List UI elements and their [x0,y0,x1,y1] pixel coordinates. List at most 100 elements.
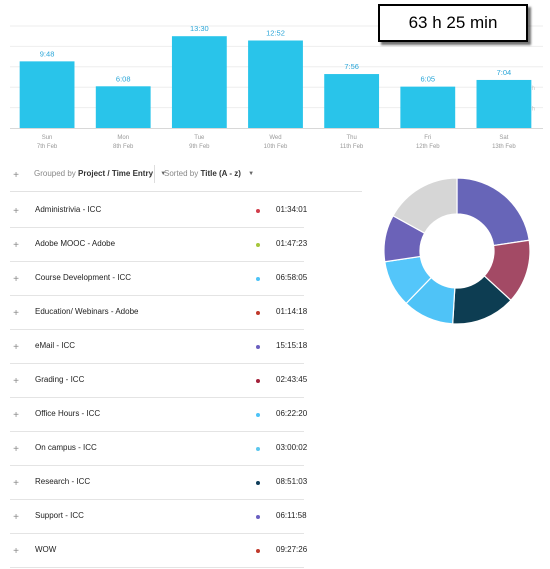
project-duration: 01:34:01 [276,205,308,214]
project-duration: 08:51:03 [276,477,308,486]
x-tick-date: 7th Feb [37,144,58,150]
x-tick-date: 9th Feb [189,144,210,150]
row-divider [10,397,304,398]
expand-row-icon[interactable]: + [13,273,19,285]
project-donut-chart [383,177,531,325]
project-row[interactable]: + Administrivia - ICC 01:34:01 [0,194,310,228]
donut-slice-6[interactable] [392,177,458,234]
project-title: Support - ICC [35,511,84,520]
expand-row-icon[interactable]: + [13,443,19,455]
project-duration: 06:11:58 [276,511,307,520]
expand-row-icon[interactable]: + [13,409,19,421]
project-color-dot [256,481,260,485]
x-tick-day: Mon [117,135,129,141]
bar-tue[interactable] [171,36,227,129]
project-title: On campus - ICC [35,443,97,452]
bar-value-label: 9:48 [40,49,55,58]
expand-row-icon[interactable]: + [13,239,19,251]
project-color-dot [256,243,260,247]
bar-wed[interactable] [248,40,303,129]
x-tick-day: Fri [424,135,431,141]
toolbar-divider [154,165,155,183]
project-color-dot [256,549,260,553]
expand-row-icon[interactable]: + [13,205,19,217]
project-row[interactable]: + Grading - ICC 02:43:45 [0,364,310,398]
project-row[interactable]: + WOW 09:27:26 [0,534,310,568]
x-tick-date: 10th Feb [264,144,288,150]
project-title: Grading - ICC [35,375,85,384]
x-tick-date: 12th Feb [416,144,440,150]
project-row[interactable]: + Support - ICC 06:11:58 [0,500,310,534]
expand-all-icon[interactable]: + [13,169,19,181]
bar-value-label: 7:04 [497,68,512,77]
bar-thu[interactable] [324,74,380,128]
row-divider [10,431,304,432]
sort-by-prefix: Sorted by [164,169,199,178]
x-tick-date: 11th Feb [340,144,364,150]
bar-value-label: 12:52 [266,29,285,38]
row-divider [10,465,304,466]
project-row[interactable]: + eMail - ICC 15:15:18 [0,330,310,364]
project-duration: 03:00:02 [276,443,308,452]
project-color-dot [256,413,260,417]
project-row[interactable]: + Adobe MOOC - Adobe 01:47:23 [0,228,310,262]
x-tick-date: 13th Feb [492,144,516,150]
donut-slice-0[interactable] [456,177,530,247]
project-title: Administrivia - ICC [35,205,102,214]
bar-value-label: 6:05 [420,75,435,84]
project-color-dot [256,515,260,519]
project-row[interactable]: + Office Hours - ICC 06:22:20 [0,398,310,432]
x-tick-day: Sun [42,135,53,141]
project-color-dot [256,447,260,451]
bar-value-label: 7:56 [344,62,359,71]
expand-row-icon[interactable]: + [13,477,19,489]
sort-by-value: Title (A - z) [200,169,241,178]
bar-mon[interactable] [95,86,151,128]
project-title: WOW [35,545,57,554]
project-color-dot [256,209,260,213]
project-color-dot [256,345,260,349]
row-divider [10,363,304,364]
row-divider [10,227,304,228]
chevron-down-icon: ▼ [248,171,255,177]
project-title: Education/ Webinars - Adobe [35,307,139,316]
x-tick-day: Wed [269,135,281,141]
bar-sun[interactable] [19,61,75,128]
project-row[interactable]: + On campus - ICC 03:00:02 [0,432,310,466]
project-duration: 15:15:18 [276,341,308,350]
toolbar-underline [10,191,362,192]
bar-sat[interactable] [476,79,532,128]
project-row[interactable]: + Course Development - ICC 06:58:05 [0,262,310,296]
expand-row-icon[interactable]: + [13,545,19,557]
project-duration: 09:27:26 [276,545,308,554]
project-duration: 02:43:45 [276,375,308,384]
project-color-dot [256,277,260,281]
project-title: Adobe MOOC - Adobe [35,239,116,248]
x-tick-date: 8th Feb [113,144,134,150]
project-duration: 06:58:05 [276,273,308,282]
x-tick-day: Tue [194,135,205,141]
expand-row-icon[interactable]: + [13,511,19,523]
expand-row-icon[interactable]: + [13,375,19,387]
sort-by-select[interactable]: Sorted by Title (A - z) ▼ [164,169,254,178]
group-by-select[interactable]: Grouped by Project / Time Entry ▼ [34,169,166,178]
group-by-value: Project / Time Entry [78,169,154,178]
row-divider [10,499,304,500]
total-time-badge: 63 h 25 min [378,4,528,42]
chevron-down-icon: ▼ [160,171,167,177]
expand-row-icon[interactable]: + [13,307,19,319]
x-tick-day: Sat [499,135,508,141]
project-title: eMail - ICC [35,341,76,350]
project-row[interactable]: + Research - ICC 08:51:03 [0,466,310,500]
project-row[interactable]: + Education/ Webinars - Adobe 01:14:18 [0,296,310,330]
expand-row-icon[interactable]: + [13,341,19,353]
row-divider [10,567,304,568]
project-title: Course Development - ICC [35,273,132,282]
bar-fri[interactable] [400,86,456,128]
group-by-prefix: Grouped by [34,169,76,178]
row-divider [10,261,304,262]
project-color-dot [256,379,260,383]
row-divider [10,533,304,534]
